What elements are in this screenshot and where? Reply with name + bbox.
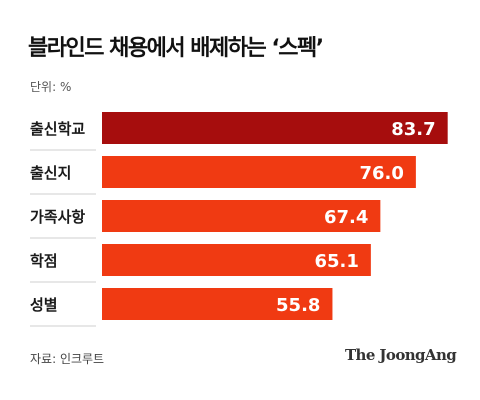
unit-label: 단위: % bbox=[30, 80, 72, 94]
data-label: 83.7 bbox=[391, 119, 435, 140]
category-label: 출신지 bbox=[30, 164, 71, 182]
data-label: 65.1 bbox=[314, 251, 358, 272]
data-label: 67.4 bbox=[324, 207, 368, 228]
bar bbox=[102, 156, 416, 188]
bar bbox=[102, 112, 448, 144]
bar bbox=[102, 244, 371, 276]
bar-chart: 출신학교 83.7 출신지 76.0 가족사항 67.4 학점 65.1 성별 55.8 bbox=[30, 112, 448, 327]
publisher-logo: The JoongAng bbox=[345, 346, 457, 364]
bar bbox=[102, 200, 381, 232]
data-label: 55.8 bbox=[276, 295, 320, 316]
category-label: 출신학교 bbox=[30, 120, 85, 138]
category-label: 가족사항 bbox=[30, 208, 85, 226]
chart-title: 블라인드 채용에서 배제하는 ‘스펙’ bbox=[28, 36, 324, 61]
category-label: 학점 bbox=[30, 252, 58, 270]
bar bbox=[102, 288, 333, 320]
category-label: 성별 bbox=[30, 296, 58, 314]
source-note: 자료: 인크루트 bbox=[30, 352, 105, 366]
data-label: 76.0 bbox=[359, 163, 403, 184]
